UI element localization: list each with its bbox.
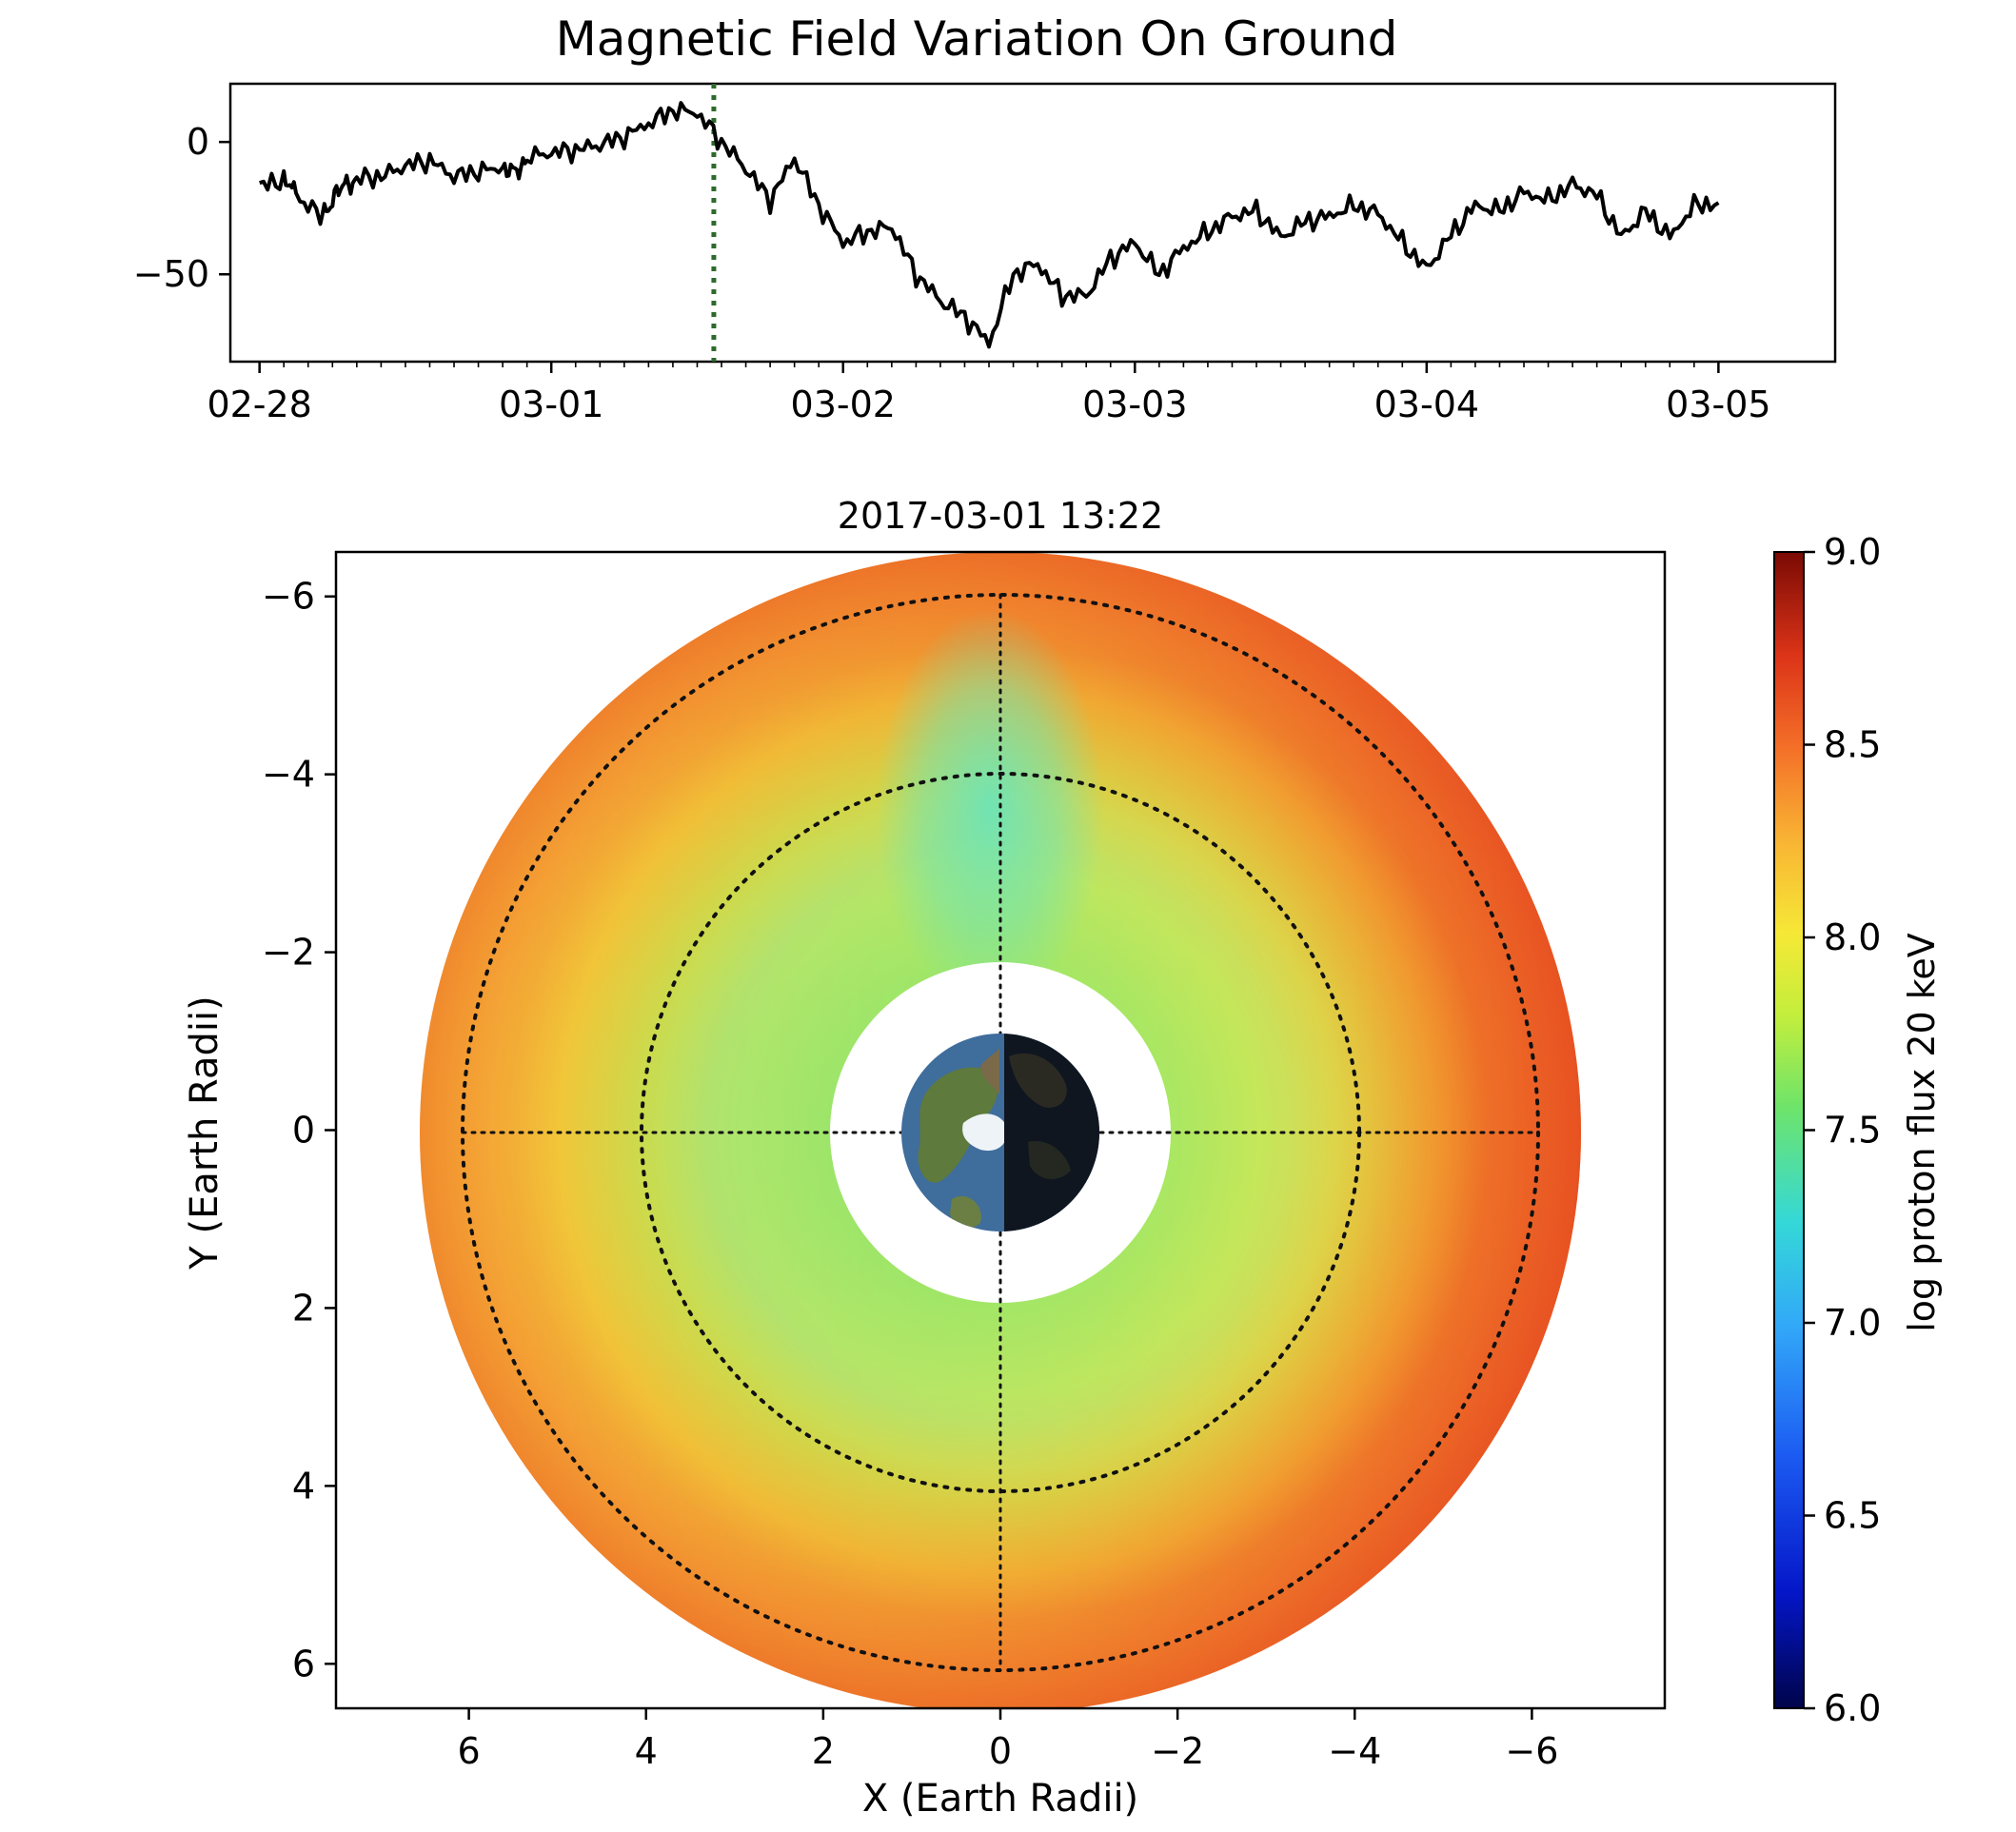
series-line-magnetic-field <box>259 101 1720 349</box>
bottom-x-tick-label: −2 <box>1151 1730 1204 1772</box>
bottom-y-ticks: −6 −4 −2 0 2 4 6 <box>262 576 336 1684</box>
bottom-y-tick-label: −6 <box>262 576 315 618</box>
top-plot-frame <box>228 82 1837 364</box>
top-y-ticks: 0 −50 <box>133 121 230 295</box>
top-x-tick-label: 03-03 <box>1082 384 1187 425</box>
bottom-y-tick-label: −4 <box>262 754 315 796</box>
bottom-x-tick-label: 4 <box>635 1730 658 1772</box>
bottom-x-ticks: 6 4 2 0 −2 −4 −6 <box>458 1708 1558 1772</box>
bottom-x-tick-label: −4 <box>1328 1730 1381 1772</box>
bottom-x-tick-label: −6 <box>1505 1730 1558 1772</box>
bottom-x-tick-label: 0 <box>989 1730 1012 1772</box>
top-x-minor-ticks <box>283 362 1695 367</box>
colorbar-bar <box>1773 551 1805 1709</box>
top-y-tick-label: −50 <box>133 253 209 295</box>
colorbar-label: log proton flux 20 keV <box>1901 933 1943 1332</box>
colorbar-tick-label: 7.5 <box>1824 1110 1881 1152</box>
colorbar-tick-label: 8.5 <box>1824 724 1881 766</box>
top-x-tick-label: 03-01 <box>499 384 603 425</box>
top-chart-title: Magnetic Field Variation On Ground <box>556 11 1398 67</box>
bottom-y-tick-label: −2 <box>262 932 315 974</box>
bottom-y-tick-label: 6 <box>292 1643 315 1684</box>
colorbar-tick-label: 6.5 <box>1824 1495 1881 1537</box>
top-x-tick-label: 03-04 <box>1374 384 1479 425</box>
bottom-y-tick-label: 0 <box>292 1110 315 1152</box>
colorbar-tick-label: 6.0 <box>1824 1687 1881 1729</box>
bottom-y-tick-label: 4 <box>292 1465 315 1507</box>
colorbar-tick-label: 7.0 <box>1824 1302 1881 1344</box>
top-x-tick-label: 03-02 <box>791 384 896 425</box>
top-x-tick-label: 02-28 <box>207 384 311 425</box>
colorbar-ticks: 6.0 6.5 7.0 7.5 8.0 8.5 9.0 <box>1804 531 1881 1729</box>
bottom-x-tick-label: 2 <box>812 1730 835 1772</box>
colorbar-tick-label: 9.0 <box>1824 531 1881 573</box>
flux-low-patch <box>876 609 1104 1009</box>
bottom-x-tick-label: 6 <box>458 1730 481 1772</box>
top-plot-area: 02-28 03-01 03-02 03-03 03-04 03-05 0 −50 <box>133 82 1837 425</box>
colorbar-tick-label: 8.0 <box>1824 916 1881 958</box>
top-y-tick-label: 0 <box>187 121 209 163</box>
bottom-y-tick-label: 2 <box>292 1287 315 1329</box>
bottom-x-axis-label: X (Earth Radii) <box>862 1777 1138 1821</box>
top-x-ticks: 02-28 03-01 03-02 03-03 03-04 03-05 <box>207 362 1771 425</box>
top-x-tick-label: 03-05 <box>1666 384 1770 425</box>
bottom-y-axis-label: Y (Earth Radii) <box>183 995 227 1270</box>
colorbar: 6.0 6.5 7.0 7.5 8.0 8.5 9.0 log proton flux 20… <box>1773 531 1943 1729</box>
bottom-chart-title: 2017-03-01 13:22 <box>838 495 1163 537</box>
